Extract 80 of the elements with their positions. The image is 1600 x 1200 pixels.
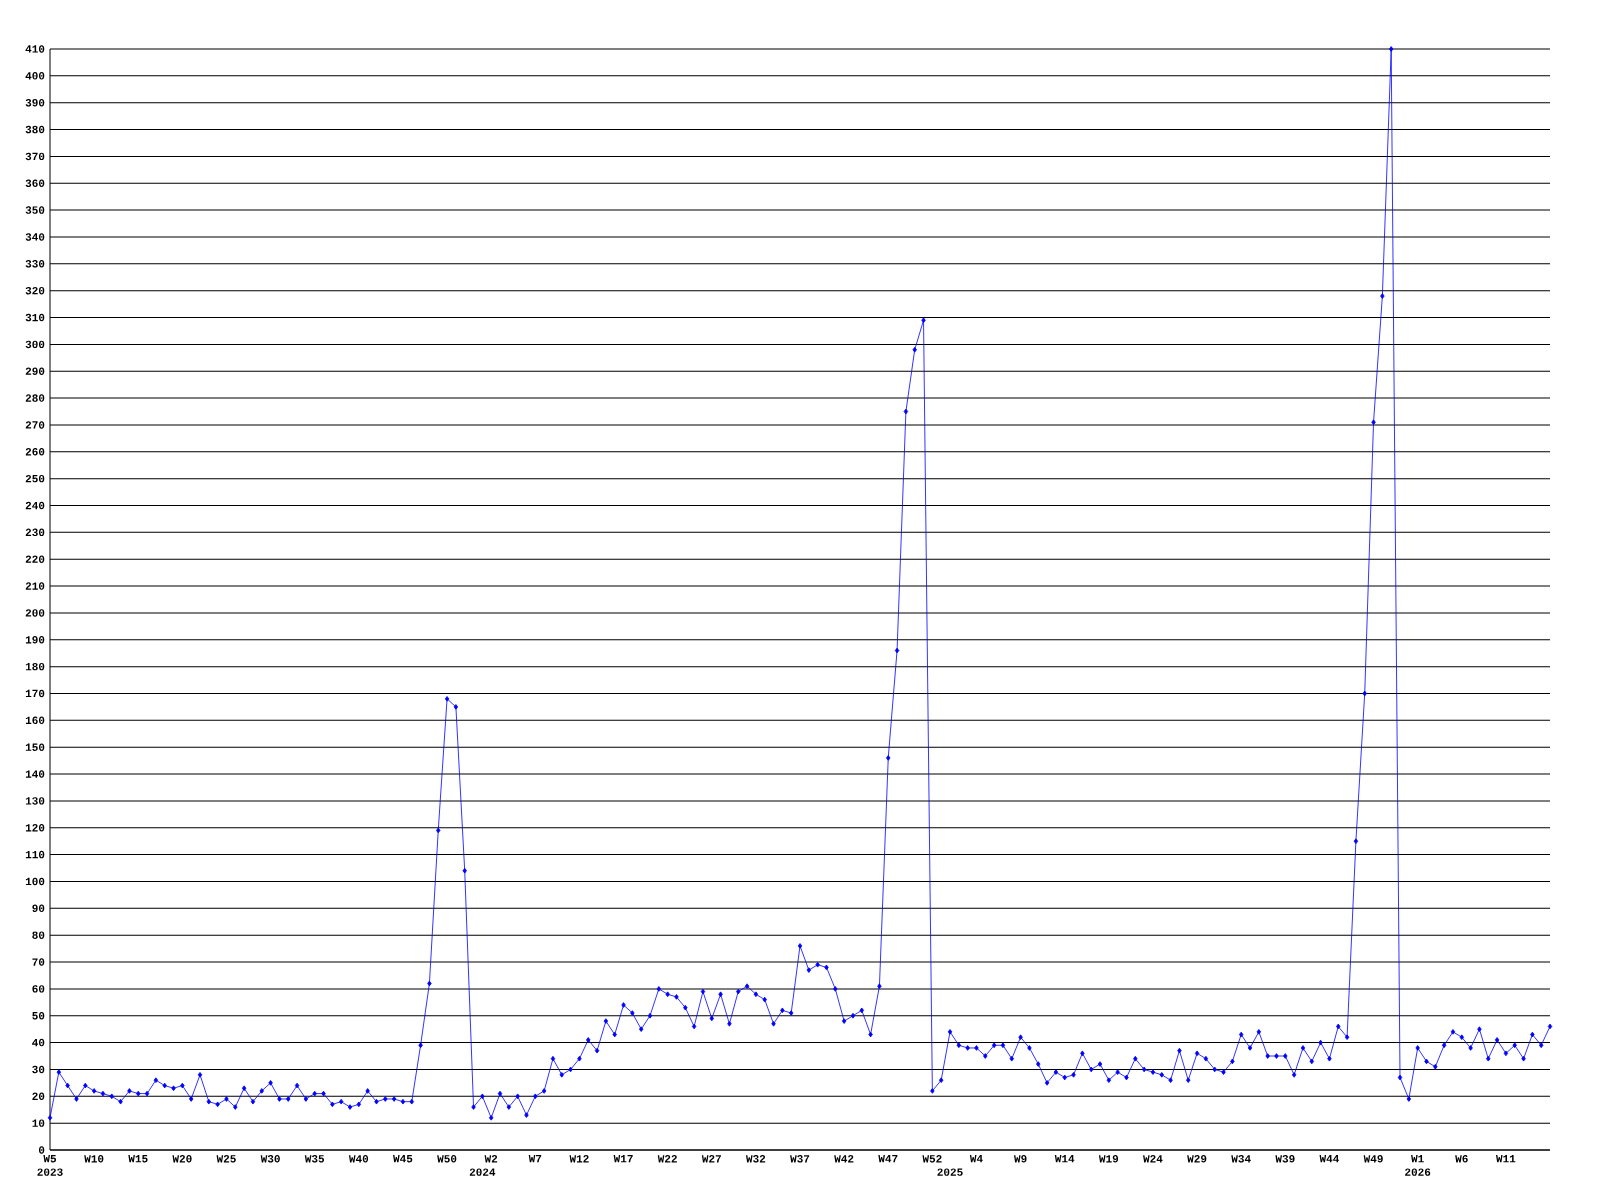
y-tick-label: 60	[32, 985, 45, 993]
x-tick-label: W22	[657, 1155, 677, 1163]
x-tick-label: W17	[613, 1155, 633, 1163]
y-tick-label: 370	[25, 152, 45, 161]
x-tick-label: W2	[484, 1155, 498, 1163]
x-tick-label: W47	[878, 1155, 898, 1163]
y-tick-label: 310	[25, 313, 45, 322]
y-tick-label: 180	[25, 662, 45, 671]
x-tick-label: W42	[834, 1155, 854, 1163]
x-tick-label: W12	[569, 1155, 589, 1163]
x-tick-label: W50	[437, 1155, 457, 1163]
y-tick-label: 30	[32, 1065, 45, 1074]
x-tick-label: W15	[128, 1155, 148, 1163]
x-tick-label: W30	[260, 1155, 280, 1163]
y-tick-label: 340	[25, 233, 45, 241]
y-tick-label: 120	[25, 824, 45, 832]
y-tick-label: 130	[25, 797, 45, 805]
y-tick-label: 10	[32, 1119, 45, 1127]
y-tick-label: 210	[25, 582, 45, 590]
y-tick-label: 200	[25, 609, 45, 617]
x-tick-label: W45	[393, 1155, 413, 1163]
x-tick-label: W4	[969, 1155, 983, 1163]
y-tick-label: 150	[25, 743, 45, 751]
y-tick-label: 380	[25, 125, 45, 134]
y-tick-label: 90	[32, 904, 45, 913]
y-tick-label: 110	[25, 850, 45, 859]
y-tick-label: 300	[25, 340, 45, 349]
x2-tick-label: 2026	[1405, 1168, 1431, 1176]
x-tick-label: W49	[1363, 1155, 1383, 1163]
y-tick-label: 80	[32, 931, 45, 939]
y-tick-label: 270	[25, 421, 45, 429]
x-tick-label: W19	[1098, 1155, 1119, 1163]
y-tick-label: 70	[32, 958, 45, 966]
y-tick-label: 280	[25, 394, 45, 402]
x-tick-label: W1	[1411, 1155, 1424, 1163]
y-tick-label: 350	[25, 206, 45, 214]
y-tick-label: 290	[25, 367, 45, 375]
x-tick-label: W39	[1275, 1155, 1295, 1163]
y-tick-label: 160	[25, 716, 45, 725]
x-tick-label: W37	[790, 1155, 810, 1163]
y-tick-label: 0	[38, 1146, 45, 1154]
y-tick-label: 230	[25, 528, 45, 537]
y-tick-label: 190	[25, 636, 45, 644]
y-tick-label: 410	[25, 45, 45, 53]
x-tick-label: W52	[922, 1155, 942, 1163]
y-tick-label: 140	[25, 770, 45, 778]
y-tick-label: 320	[25, 286, 45, 295]
x-tick-label: W5	[43, 1155, 57, 1163]
x2-tick-label: 2023	[37, 1168, 63, 1176]
x2-tick-label: 2024	[469, 1168, 496, 1176]
x-tick-label: W11	[1496, 1155, 1516, 1163]
y-tick-label: 220	[25, 555, 45, 563]
y-tick-label: 50	[32, 1011, 45, 1020]
y-tick-label: 260	[25, 448, 45, 456]
x-tick-label: W44	[1319, 1155, 1339, 1163]
x-tick-label: W6	[1455, 1155, 1468, 1163]
x-tick-label: W34	[1231, 1155, 1251, 1163]
x-tick-label: W14	[1054, 1155, 1075, 1163]
x-tick-label: W9	[1014, 1155, 1027, 1163]
y-tick-label: 360	[25, 179, 45, 187]
x2-tick-label: 2025	[937, 1168, 963, 1176]
y-tick-label: 40	[32, 1038, 45, 1047]
y-tick-label: 390	[25, 98, 45, 107]
x-tick-label: W35	[304, 1155, 325, 1163]
x-tick-label: W32	[745, 1155, 766, 1163]
y-tick-label: 400	[25, 72, 45, 80]
x-tick-label: W27	[701, 1155, 721, 1163]
x-tick-label: W24	[1143, 1155, 1163, 1163]
y-tick-label: 170	[25, 689, 45, 698]
x-tick-label: W7	[528, 1155, 542, 1163]
x-tick-label: W10	[84, 1155, 104, 1163]
x-tick-label: W40	[348, 1155, 369, 1163]
x-tick-label: W25	[216, 1155, 236, 1163]
y-tick-label: 330	[25, 260, 45, 268]
y-tick-label: 100	[25, 877, 45, 886]
y-tick-label: 240	[25, 501, 45, 510]
x-tick-label: W20	[172, 1155, 192, 1163]
x-tick-label: W29	[1187, 1155, 1207, 1163]
y-tick-label: 20	[32, 1092, 45, 1101]
y-tick-label: 250	[25, 474, 45, 483]
